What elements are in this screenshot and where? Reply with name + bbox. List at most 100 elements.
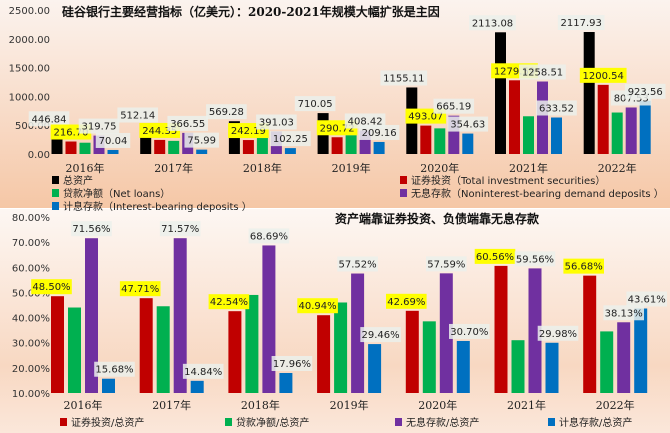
x-tick-label: 2017年 <box>152 398 191 412</box>
data-label-bg <box>206 104 247 120</box>
bar-ratio-series-3 <box>279 372 293 393</box>
bar-series-1 <box>597 84 609 154</box>
legend-label: 证券投资/总资产 <box>71 416 144 429</box>
bar-series-0 <box>495 32 506 154</box>
bar-series-3 <box>448 115 460 154</box>
data-label-bg <box>447 116 489 132</box>
data-label: 209.16 <box>362 128 397 139</box>
bar-ratio-series-2 <box>528 268 542 393</box>
bar-series-2 <box>345 135 357 154</box>
bottom-chart: 10.00% 20.00% 30.00% 40.00% 50.00% 60.00% 70.0… <box>12 213 667 429</box>
data-label: 71.57% <box>161 224 199 235</box>
bar-ratio-series-2 <box>173 238 187 393</box>
bar-series-3 <box>359 130 371 154</box>
data-label-bg <box>270 131 311 147</box>
legend-label: 总资产 <box>63 174 93 187</box>
bar-series-4 <box>462 133 474 154</box>
data-label: 493.07 <box>408 112 443 123</box>
bar-series-3 <box>625 107 637 154</box>
data-label-bg <box>474 248 516 264</box>
data-label: 1258.51 <box>522 68 563 79</box>
bar-series-2 <box>168 140 180 154</box>
data-label: 43.61% <box>628 294 666 305</box>
y-tick-label: 70.00% <box>12 238 50 249</box>
y-tick-label: 40.00% <box>12 314 50 325</box>
data-label-bg <box>256 114 297 130</box>
data-label-bg <box>28 111 70 127</box>
bar-ratio-series-1 <box>156 306 170 393</box>
bar-series-4 <box>373 141 385 154</box>
data-label: 923.56 <box>628 87 663 98</box>
data-label: 244.35 <box>142 126 177 137</box>
x-tick-label: 2021年 <box>509 161 548 175</box>
data-label-bg <box>294 96 336 112</box>
data-label-bg <box>433 98 475 114</box>
data-label-bg <box>159 221 201 237</box>
bar-series-1 <box>509 80 520 154</box>
bottom-chart-title: 资产端靠证券投资、负债端靠无息存款 <box>335 211 540 226</box>
bar-ratio-series-2 <box>439 273 453 393</box>
bar-series-1 <box>242 140 254 154</box>
top-chart-title: 硅谷银行主要经营指标（亿美元）：2020-2021年规模大幅扩张是主因 <box>62 4 440 19</box>
data-label: 408.42 <box>348 116 383 127</box>
bar-series-2 <box>523 116 534 154</box>
x-tick-label: 2019年 <box>332 161 371 175</box>
data-label-bg <box>208 294 250 310</box>
x-tick-label: 2018年 <box>241 398 280 412</box>
data-label: 512.14 <box>120 111 155 122</box>
legend-swatch <box>60 418 67 426</box>
bar-ratio-series-0 <box>139 298 153 393</box>
bar-series-2 <box>256 137 268 154</box>
data-label-bg <box>624 83 666 99</box>
legend-swatch <box>548 418 555 426</box>
legend-swatch <box>225 418 232 426</box>
bar-series-1 <box>154 139 166 154</box>
data-label: 17.96% <box>273 359 311 370</box>
y-tick-label: 50.00% <box>12 288 50 299</box>
y-tick-label: 80.00% <box>12 213 50 224</box>
bar-series-2 <box>434 128 446 154</box>
top-chart: 0.00 500.00 1000.00 1500.00 2000.00 2500.00 20… <box>9 6 666 213</box>
bar-series-4 <box>551 117 562 154</box>
data-label-bg <box>95 132 131 148</box>
y-tick-label: 500.00 <box>15 121 50 132</box>
data-label-bg <box>536 100 577 116</box>
bar-ratio-series-2 <box>85 238 98 393</box>
data-label-bg <box>380 70 428 86</box>
x-tick-label: 2021年 <box>507 398 546 412</box>
y-tick-label: 1000.00 <box>9 92 50 103</box>
bar-ratio-series-1 <box>511 340 525 393</box>
bar-ratio-series-1 <box>422 321 436 393</box>
data-label: 446.84 <box>32 114 67 125</box>
data-label-bg <box>182 363 224 379</box>
data-label-bg <box>557 15 605 31</box>
data-label-bg <box>78 118 120 134</box>
bar-ratio-series-3 <box>634 308 648 393</box>
data-label-bg <box>449 323 490 339</box>
legend-swatch <box>400 176 407 184</box>
data-label: 70.04 <box>99 136 128 147</box>
data-label: 48.50% <box>32 282 70 293</box>
bar-series-0 <box>51 128 63 154</box>
data-label-bg <box>184 132 219 148</box>
data-label: 1279.59 <box>494 66 535 77</box>
bar-series-2 <box>79 142 91 154</box>
data-label: 2113.08 <box>472 18 513 29</box>
legend-swatch <box>395 418 402 426</box>
data-label-bg <box>603 305 644 321</box>
data-label: 290.72 <box>320 123 355 134</box>
data-label-bg <box>31 279 72 295</box>
data-label: 633.52 <box>539 104 574 115</box>
data-label-bg <box>514 251 556 267</box>
x-tick-label: 2022年 <box>598 161 637 175</box>
legend-label: 证券投资（Total investment securities） <box>411 174 605 187</box>
bar-series-3 <box>537 81 548 154</box>
bar-series-4 <box>107 149 119 154</box>
y-tick-label: 30.00% <box>12 339 50 350</box>
data-label-bg <box>469 15 516 31</box>
bar-series-1 <box>65 141 77 154</box>
data-label: 56.68% <box>565 262 603 273</box>
data-label: 102.25 <box>273 134 308 145</box>
data-label: 42.69% <box>387 297 425 308</box>
bar-ratio-series-3 <box>368 344 382 393</box>
